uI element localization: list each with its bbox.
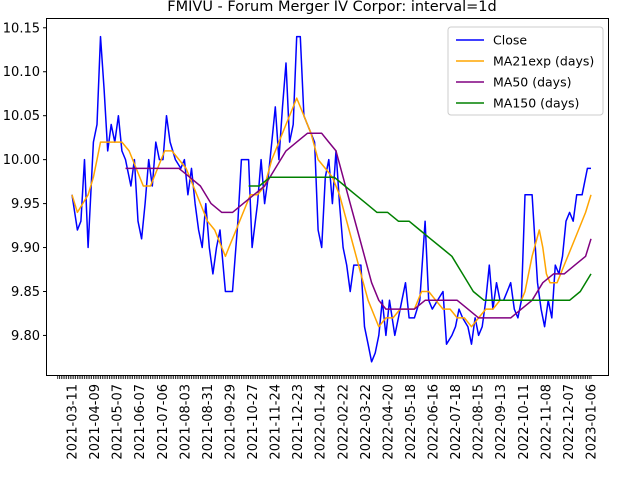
y-tick-label: 9.90 xyxy=(11,241,40,256)
x-tick-label: 2021-12-23 xyxy=(291,384,306,460)
x-tick-label: 2022-06-16 xyxy=(427,384,442,460)
series-line-ma21exp-days xyxy=(71,97,592,328)
x-tick-label: 2022-05-18 xyxy=(404,384,419,460)
x-tick-label: 2022-12-07 xyxy=(562,384,577,460)
x-tick-label: 2021-11-24 xyxy=(269,384,284,460)
x-tick-label: 2021-03-11 xyxy=(66,384,81,460)
x-tick-label: 2022-08-15 xyxy=(472,384,487,460)
x-tick-label: 2022-11-08 xyxy=(539,384,554,460)
y-tick-label: 10.05 xyxy=(3,109,40,124)
chart-title: FMIVU - Forum Merger IV Corpor: interval… xyxy=(167,0,496,15)
plot-frame xyxy=(46,18,609,376)
y-tick-label: 9.85 xyxy=(11,285,40,300)
x-tick-label: 2022-03-22 xyxy=(359,384,374,460)
y-tick-label: 10.00 xyxy=(3,153,40,168)
plot-lines xyxy=(71,35,592,363)
x-tick-label: 2021-09-29 xyxy=(223,384,238,460)
legend-box xyxy=(447,26,604,116)
x-tick-label: 2022-01-24 xyxy=(314,384,329,460)
legend: Close MA21exp (days) MA50 (days) MA150 (day… xyxy=(447,26,604,116)
y-tick-label: 10.15 xyxy=(3,21,40,36)
x-tick-label: 2021-08-31 xyxy=(201,384,216,460)
x-tick-label: 2022-10-11 xyxy=(517,384,532,460)
series-line-ma50-days xyxy=(125,132,592,319)
x-tick-label: 2022-09-13 xyxy=(494,384,509,460)
x-tick-label: 2021-08-03 xyxy=(178,384,193,460)
x-tick-label: 2022-04-20 xyxy=(381,384,396,460)
x-tick-label: 2021-06-07 xyxy=(133,384,148,460)
x-tick-label: 2021-05-07 xyxy=(111,384,126,460)
y-tick-label: 9.95 xyxy=(11,197,40,212)
x-tick-label: 2022-02-22 xyxy=(336,384,351,460)
legend-label: MA150 (days) xyxy=(493,96,579,111)
legend-label: MA21exp (days) xyxy=(493,54,594,69)
x-tick-label: 2022-07-18 xyxy=(449,384,464,460)
x-tick-label: 2023-01-06 xyxy=(585,384,600,460)
x-axis: 2021-03-11 2021-04-09 2021-05-07 2021-06-07… xyxy=(57,375,600,460)
x-tick-label: 2021-10-27 xyxy=(246,384,261,460)
x-tick-label: 2021-04-09 xyxy=(88,384,103,460)
y-tick-label: 10.10 xyxy=(3,65,40,80)
legend-label: MA50 (days) xyxy=(493,75,571,90)
y-axis: 9.80 9.85 9.90 9.95 10.00 10.05 10.10 10.15 xyxy=(3,21,47,344)
legend-label: Close xyxy=(493,33,527,48)
series-line-ma150-days xyxy=(248,176,592,302)
y-tick-label: 9.80 xyxy=(11,329,40,344)
x-tick-label: 2021-07-06 xyxy=(156,384,171,460)
